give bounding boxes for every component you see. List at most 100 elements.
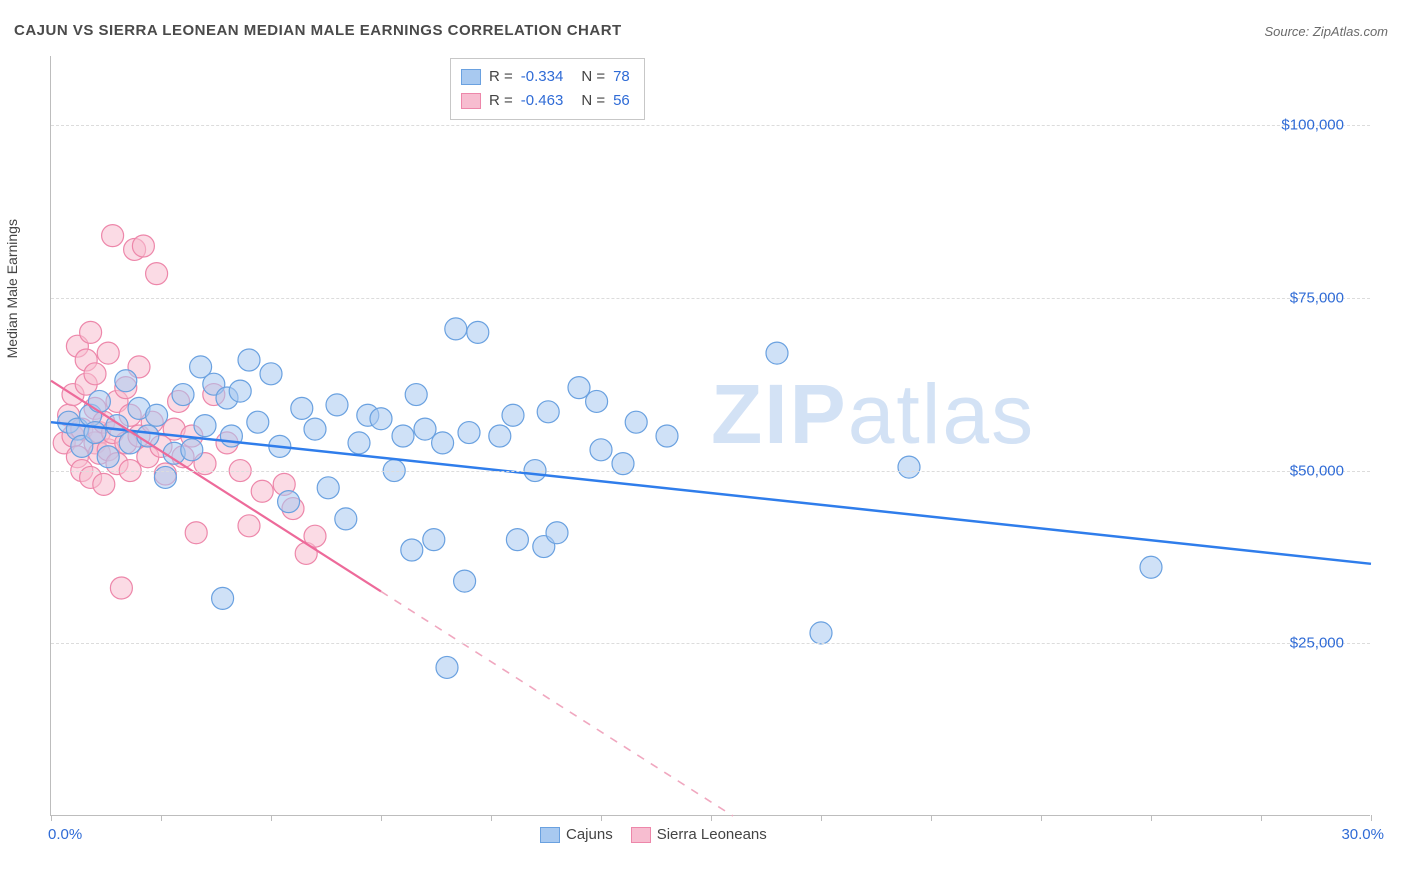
data-point-blue: [181, 439, 203, 461]
data-point-blue: [489, 425, 511, 447]
data-point-blue: [392, 425, 414, 447]
data-point-pink: [102, 225, 124, 247]
data-point-blue: [238, 349, 260, 371]
legend-item: Sierra Leoneans: [631, 826, 767, 843]
correlation-chart: CAJUN VS SIERRA LEONEAN MEDIAN MALE EARN…: [0, 0, 1406, 892]
data-point-blue: [348, 432, 370, 454]
y-tick-label: $50,000: [1290, 462, 1344, 479]
data-point-pink: [80, 321, 102, 343]
data-point-blue: [432, 432, 454, 454]
data-point-blue: [326, 394, 348, 416]
data-point-blue: [212, 587, 234, 609]
data-point-blue: [317, 477, 339, 499]
data-point-blue: [454, 570, 476, 592]
stats-swatch: [461, 93, 481, 109]
n-value: 56: [613, 89, 630, 113]
data-point-blue: [766, 342, 788, 364]
gridline: [51, 298, 1370, 299]
data-point-blue: [586, 390, 608, 412]
stats-row: R = -0.334 N = 78: [461, 65, 630, 89]
data-point-blue: [546, 522, 568, 544]
stats-swatch: [461, 69, 481, 85]
y-tick-label: $25,000: [1290, 635, 1344, 652]
gridline: [51, 643, 1370, 644]
data-point-blue: [278, 491, 300, 513]
x-tick: [1041, 815, 1042, 821]
data-point-pink: [146, 263, 168, 285]
n-value: 78: [613, 65, 630, 89]
data-point-blue: [537, 401, 559, 423]
y-tick-label: $100,000: [1281, 117, 1344, 134]
data-point-blue: [115, 370, 137, 392]
data-point-blue: [502, 404, 524, 426]
data-point-blue: [656, 425, 678, 447]
data-point-blue: [291, 397, 313, 419]
data-point-blue: [590, 439, 612, 461]
r-value: -0.463: [521, 89, 564, 113]
data-point-blue: [445, 318, 467, 340]
data-point-blue: [423, 529, 445, 551]
x-tick: [1261, 815, 1262, 821]
data-point-blue: [304, 418, 326, 440]
data-point-blue: [146, 404, 168, 426]
data-point-pink: [238, 515, 260, 537]
data-point-pink: [185, 522, 207, 544]
y-tick-label: $75,000: [1290, 289, 1344, 306]
x-tick: [1151, 815, 1152, 821]
x-tick: [381, 815, 382, 821]
data-point-blue: [88, 390, 110, 412]
data-point-blue: [247, 411, 269, 433]
source-label: Source: ZipAtlas.com: [1264, 24, 1388, 39]
x-tick: [821, 815, 822, 821]
y-axis-title: Median Male Earnings: [4, 219, 20, 358]
stats-row: R = -0.463 N = 56: [461, 89, 630, 113]
data-point-blue: [414, 418, 436, 440]
data-point-blue: [335, 508, 357, 530]
data-point-blue: [506, 529, 528, 551]
data-point-pink: [110, 577, 132, 599]
r-label: R =: [489, 65, 513, 89]
data-point-blue: [172, 384, 194, 406]
r-value: -0.334: [521, 65, 564, 89]
trendline-blue: [51, 422, 1371, 564]
n-label: N =: [581, 89, 605, 113]
data-point-pink: [84, 363, 106, 385]
x-axis-min-label: 0.0%: [48, 826, 82, 843]
data-point-blue: [568, 377, 590, 399]
data-point-blue: [810, 622, 832, 644]
gridline: [51, 125, 1370, 126]
x-tick: [51, 815, 52, 821]
legend-label: Sierra Leoneans: [657, 826, 767, 843]
x-tick: [1371, 815, 1372, 821]
data-point-blue: [625, 411, 647, 433]
data-point-pink: [97, 342, 119, 364]
data-point-pink: [132, 235, 154, 257]
legend: Cajuns Sierra Leoneans: [540, 826, 767, 843]
x-axis-max-label: 30.0%: [1341, 826, 1384, 843]
data-point-blue: [458, 422, 480, 444]
x-tick: [931, 815, 932, 821]
data-point-blue: [194, 415, 216, 437]
x-tick: [271, 815, 272, 821]
x-tick: [711, 815, 712, 821]
data-point-pink: [93, 473, 115, 495]
trendline-pink-dashed: [381, 591, 733, 816]
gridline: [51, 471, 1370, 472]
legend-swatch: [631, 827, 651, 843]
legend-item: Cajuns: [540, 826, 613, 843]
data-point-blue: [401, 539, 423, 561]
data-point-blue: [405, 384, 427, 406]
data-point-blue: [436, 656, 458, 678]
data-point-blue: [1140, 556, 1162, 578]
r-label: R =: [489, 89, 513, 113]
legend-swatch: [540, 827, 560, 843]
chart-title: CAJUN VS SIERRA LEONEAN MEDIAN MALE EARN…: [14, 22, 622, 39]
data-point-blue: [370, 408, 392, 430]
data-point-blue: [260, 363, 282, 385]
plot-area: ZIPatlas $25,000$50,000$75,000$100,000: [50, 56, 1370, 816]
n-label: N =: [581, 65, 605, 89]
legend-label: Cajuns: [566, 826, 613, 843]
data-point-pink: [251, 480, 273, 502]
x-tick: [601, 815, 602, 821]
data-point-blue: [229, 380, 251, 402]
